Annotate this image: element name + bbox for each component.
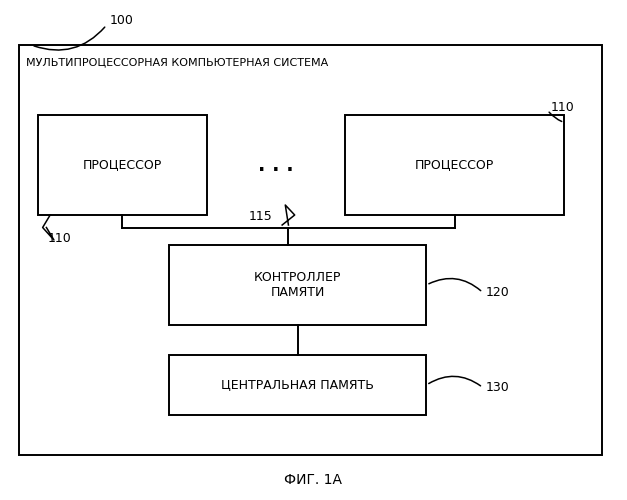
Text: ЦЕНТРАЛЬНАЯ ПАМЯТЬ: ЦЕНТРАЛЬНАЯ ПАМЯТЬ [221, 378, 374, 392]
Text: 130: 130 [486, 381, 510, 394]
Text: 115: 115 [248, 210, 272, 222]
Bar [38, 115, 207, 215]
Bar [345, 115, 564, 215]
Text: ПРОЦЕССОР: ПРОЦЕССОР [83, 158, 162, 172]
Text: ФИГ. 1А: ФИГ. 1А [285, 473, 342, 487]
Text: МУЛЬТИПРОЦЕССОРНАЯ КОМПЬЮТЕРНАЯ СИСТЕМА: МУЛЬТИПРОЦЕССОРНАЯ КОМПЬЮТЕРНАЯ СИСТЕМА [26, 58, 329, 68]
Bar [169, 245, 426, 325]
Text: . . .: . . . [258, 156, 293, 174]
Text: КОНТРОЛЛЕР
ПАМЯТИ: КОНТРОЛЛЕР ПАМЯТИ [254, 271, 342, 299]
Text: 110: 110 [551, 101, 574, 114]
Text: 100: 100 [110, 14, 134, 26]
Text: ПРОЦЕССОР: ПРОЦЕССОР [415, 158, 494, 172]
Bar [169, 355, 426, 415]
Text: 120: 120 [486, 286, 510, 299]
Bar [19, 45, 602, 455]
Text: 110: 110 [48, 232, 71, 245]
